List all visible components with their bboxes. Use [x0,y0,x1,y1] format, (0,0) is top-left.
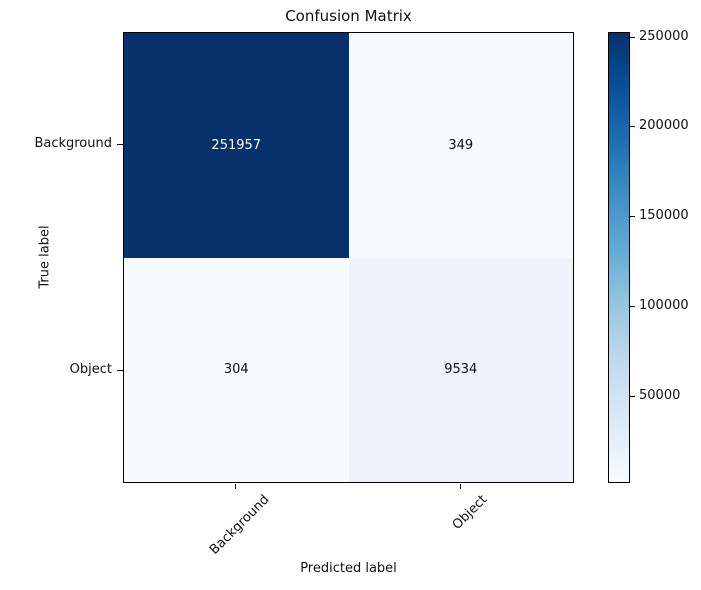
y-tick-mark [117,370,123,371]
colorbar-tick-mark [630,396,635,397]
colorbar-tick-mark [630,306,635,307]
colorbar-tick-mark [630,126,635,127]
x-tick-label-object: Object [449,492,490,533]
colorbar [608,32,630,483]
y-tick-label-background: Background [34,136,112,151]
x-tick-label-background: Background [207,492,273,558]
colorbar-tick-label: 50000 [639,388,681,403]
matrix-cell-true-background-pred-object: 349 [348,33,573,258]
colorbar-tick-label: 100000 [639,298,689,313]
colorbar-tick-label: 200000 [639,118,689,133]
colorbar-tick-label: 150000 [639,208,689,223]
chart-title: Confusion Matrix [285,7,412,25]
y-axis-label: True label [37,225,53,289]
y-tick-mark [117,144,123,145]
colorbar-tick-mark [630,37,635,38]
heatmap-plot: 251957 349 304 9534 [123,32,574,483]
matrix-cell-true-background-pred-background: 251957 [124,33,349,258]
matrix-cell-true-object-pred-background: 304 [124,257,349,482]
matrix-cell-true-object-pred-object: 9534 [348,257,573,482]
x-axis-label: Predicted label [300,561,397,576]
x-tick-mark [235,484,236,489]
y-tick-label-object: Object [69,362,112,377]
x-tick-mark [460,484,461,489]
colorbar-tick-label: 250000 [639,29,689,44]
colorbar-tick-mark [630,216,635,217]
